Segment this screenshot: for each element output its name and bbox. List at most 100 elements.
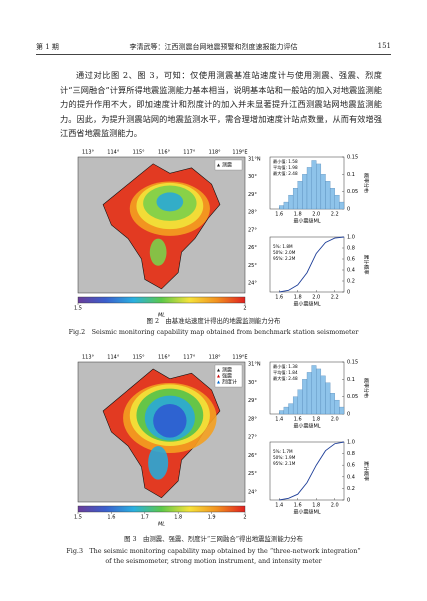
histogram-bar xyxy=(320,174,326,210)
x-axis-label: 最小震级ML xyxy=(293,509,320,516)
longitude-label: 119°E xyxy=(232,150,247,156)
annotation: 95%: 2.2M xyxy=(273,256,296,261)
histogram-bar xyxy=(306,167,312,210)
x-tick-label: 2.0 xyxy=(331,503,339,509)
y-tick-label: 0.05 xyxy=(347,189,358,195)
annotation: 5%: 1.7M xyxy=(273,449,293,454)
legend-label: 烈度计 xyxy=(222,379,237,386)
legend-marker xyxy=(217,374,220,378)
latitude-label: 25° xyxy=(248,263,257,269)
colorbar-tick-label: 1.5 xyxy=(74,306,82,312)
x-tick-label: 1.6 xyxy=(294,503,302,509)
histogram-bar xyxy=(329,393,335,415)
legend-label: 强震 xyxy=(222,374,232,380)
y-axis-label: 累计概率 xyxy=(363,461,370,481)
x-axis-label: 最小震级ML xyxy=(293,218,320,225)
histogram-bar xyxy=(283,406,289,415)
legend-marker xyxy=(217,368,220,372)
histogram-bar xyxy=(339,406,345,415)
panel-frame xyxy=(269,236,345,293)
latitude-label: 28° xyxy=(248,416,257,422)
histogram-bar xyxy=(320,375,326,415)
y-axis-label: 概率分布 xyxy=(363,173,370,193)
longitude-label: 119°E xyxy=(232,355,247,361)
caption-en: Fig.2 Seismic monitoring capability map … xyxy=(68,328,359,336)
statistic: 最小值: 1.38 xyxy=(273,363,298,370)
latitude-label: 30° xyxy=(248,380,257,386)
y-tick-label: 0.8 xyxy=(347,246,355,252)
y-tick-label: 0.15 xyxy=(347,360,358,366)
colorbar-tick-label: 1.9 xyxy=(208,515,216,521)
longitude-label: 115° xyxy=(133,355,146,361)
y-tick-label: 1.0 xyxy=(347,440,355,446)
x-tick-label: 1.8 xyxy=(312,417,320,423)
histogram-bar xyxy=(325,181,331,210)
legend-label: 测震 xyxy=(222,162,232,169)
histogram-bar xyxy=(334,399,340,415)
legend-label: 测震 xyxy=(222,367,232,374)
histogram-bar xyxy=(288,194,294,210)
x-tick-label: 2.0 xyxy=(331,417,339,423)
histogram-bar xyxy=(339,201,345,210)
y-tick-label: 0 xyxy=(347,498,350,504)
latitude-label: 24° xyxy=(248,281,257,287)
colorbar xyxy=(77,296,246,304)
histogram-bar xyxy=(288,403,294,415)
y-tick-label: 0.15 xyxy=(347,155,358,161)
y-tick-label: 0 xyxy=(347,290,350,296)
longitude-label: 114° xyxy=(107,150,120,156)
y-tick-label: 0.2 xyxy=(347,486,355,492)
y-tick-label: 0.6 xyxy=(347,463,355,469)
longitude-label: 118° xyxy=(209,150,222,156)
colorbar-tick-label: 2 xyxy=(243,306,246,312)
statistic: 最大值: 2.48 xyxy=(273,375,298,382)
latitude-label: 28° xyxy=(248,210,257,216)
statistic: 最大值: 2.48 xyxy=(273,170,298,177)
y-tick-label: 0.6 xyxy=(347,257,355,263)
histogram-bar xyxy=(279,205,285,210)
y-axis-label: 概率分布 xyxy=(363,378,370,398)
histogram-bar xyxy=(316,163,322,210)
map-contour xyxy=(148,446,169,480)
caption-cn: 图 3 由测震、强震、烈度计“三网融合”得出地震监测能力分布 xyxy=(124,535,303,543)
x-tick-label: 1.8 xyxy=(312,503,320,509)
longitude-label: 117° xyxy=(183,150,196,156)
cdf-line xyxy=(279,441,345,501)
histogram-bar xyxy=(292,396,298,415)
legend-box xyxy=(214,364,243,388)
histogram-bar xyxy=(334,194,340,210)
latitude-label: 29° xyxy=(248,192,257,198)
cdf-line xyxy=(279,236,345,293)
colorbar-tick-label: 1.8 xyxy=(174,515,182,521)
map-contour xyxy=(153,404,187,438)
histogram-bar xyxy=(311,160,317,210)
longitude-label: 117° xyxy=(183,355,196,361)
running-title: 李清武等：江西测震台网地震预警和烈度速报能力评估 xyxy=(129,43,298,51)
longitude-label: 114° xyxy=(107,355,120,361)
colorbar-tick-label: 1.6 xyxy=(107,515,115,521)
colorbar-tick-label: 1.5 xyxy=(74,515,82,521)
longitude-label: 113° xyxy=(82,150,95,156)
legend-marker xyxy=(217,380,220,384)
y-tick-label: 0 xyxy=(347,207,350,213)
histogram-bar xyxy=(302,174,308,210)
latitude-label: 26° xyxy=(248,453,257,459)
x-tick-label: 1.8 xyxy=(294,212,302,218)
panel-frame xyxy=(269,441,345,501)
y-tick-label: 0 xyxy=(347,412,350,418)
map-contour xyxy=(149,238,167,266)
histogram-bar xyxy=(316,368,322,415)
annotation: 50%: 2.0M xyxy=(273,250,296,255)
histogram-bar xyxy=(279,410,285,415)
page-number: 151 xyxy=(377,42,391,50)
y-tick-label: 0.2 xyxy=(347,279,355,285)
longitude-label: 118° xyxy=(209,355,222,361)
latitude-label: 27° xyxy=(248,227,257,233)
y-tick-label: 0.1 xyxy=(347,172,355,178)
y-tick-label: 1.0 xyxy=(347,235,355,241)
annotation: 5%: 1.8M xyxy=(273,244,293,249)
issue: 第 1 期 xyxy=(36,43,59,51)
colorbar-label: ML xyxy=(158,522,165,527)
caption-en: of the seismometer, strong motion instru… xyxy=(105,557,322,565)
